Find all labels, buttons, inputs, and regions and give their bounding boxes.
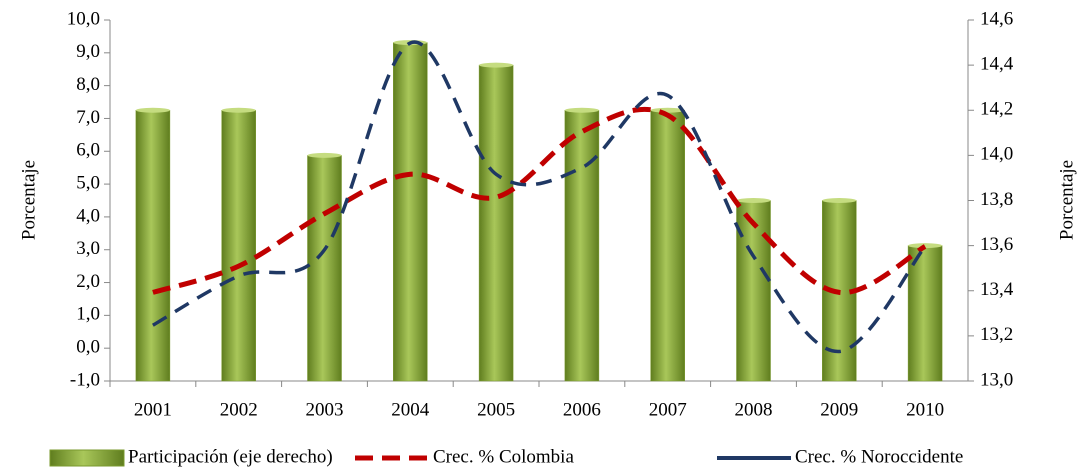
bar-top — [822, 198, 857, 203]
y2-tick-label: 13,4 — [980, 279, 1014, 300]
y-tick-label: 5,0 — [76, 172, 100, 193]
y2-tick-label: 13,0 — [980, 369, 1013, 390]
bar — [736, 200, 771, 382]
y2-tick-label: 14,2 — [980, 99, 1013, 120]
legend-label: Crec. % Colombia — [433, 446, 574, 467]
bar-top — [908, 243, 943, 249]
y-tick-label: 1,0 — [76, 304, 100, 325]
y-tick-label: 2,0 — [76, 271, 100, 292]
bar — [650, 110, 685, 382]
y2-tick-label: 14,0 — [980, 144, 1013, 165]
bar — [907, 245, 943, 382]
y-tick-label: 7,0 — [76, 107, 100, 128]
bar-top — [650, 107, 685, 113]
x-tick-label: 2003 — [306, 399, 344, 420]
x-tick-label: 2010 — [906, 399, 944, 420]
x-tick-label: 2006 — [563, 399, 601, 420]
legend-swatch — [49, 449, 125, 467]
bar — [221, 110, 256, 382]
y-tick-label: 8,0 — [76, 74, 100, 95]
y-tick-label: 4,0 — [76, 205, 100, 226]
x-tick-label: 2004 — [391, 399, 430, 420]
bar — [393, 42, 428, 382]
y-tick-label: 10,0 — [67, 8, 100, 29]
x-tick-label: 2008 — [735, 399, 773, 420]
y2-tick-label: 14,4 — [980, 53, 1014, 74]
x-tick-label: 2007 — [649, 399, 687, 420]
y2-tick-label: 13,8 — [980, 189, 1013, 210]
bar — [564, 110, 600, 382]
y2-tick-label: 14,6 — [980, 8, 1013, 29]
legend-label: Crec. % Noroccidente — [795, 446, 963, 467]
x-tick-label: 2009 — [820, 399, 858, 420]
bar — [307, 155, 342, 382]
y2-tick-label: 13,6 — [980, 234, 1013, 255]
bar-top — [736, 198, 771, 203]
y-tick-label: -1,0 — [70, 369, 100, 390]
y2-axis-title: Porcentaje — [1056, 160, 1077, 240]
bar-top — [221, 107, 256, 113]
y-tick-label: 6,0 — [76, 140, 100, 161]
y-axis-title: Porcentaje — [18, 160, 39, 240]
line — [152, 106, 927, 295]
y-tick-label: 0,0 — [76, 337, 100, 358]
line — [152, 40, 927, 354]
bar-top — [307, 152, 342, 158]
legend-label: Participación (eje derecho) — [128, 446, 333, 467]
y-tick-label: 9,0 — [76, 41, 100, 62]
bar-top — [135, 107, 170, 113]
bar — [478, 64, 514, 382]
y2-tick-label: 13,2 — [980, 324, 1013, 345]
y-tick-label: 3,0 — [76, 238, 100, 259]
x-tick-label: 2002 — [220, 399, 258, 420]
x-tick-label: 2005 — [477, 399, 515, 420]
x-tick-label: 2001 — [134, 399, 172, 420]
bar-top — [479, 62, 514, 68]
bar-top — [564, 107, 599, 113]
bar — [135, 110, 171, 382]
